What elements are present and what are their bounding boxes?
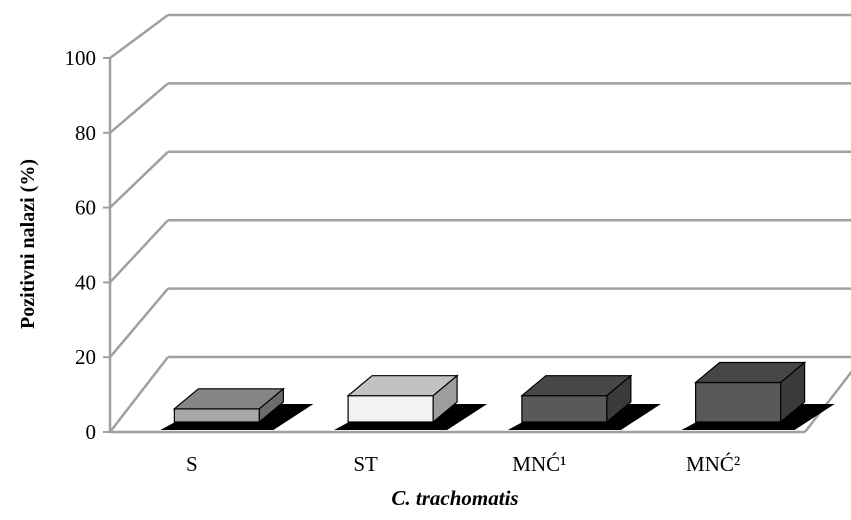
y-tick-label: 100: [65, 46, 97, 70]
axes: [103, 57, 851, 434]
gridlines: [109, 13, 851, 433]
gridline-side: [109, 82, 169, 134]
gridline-side: [109, 287, 169, 359]
y-axis-title: Pozitivni nalazi (%): [17, 159, 39, 329]
bar-front: [173, 408, 260, 423]
gridline-side: [109, 13, 169, 60]
gridline-side: [109, 150, 169, 209]
bar-side: [780, 361, 806, 424]
bar-side: [606, 374, 632, 424]
labels: 0 20 40 60 80 100 S ST MNĆ¹ MNĆ²: [65, 46, 741, 476]
y-tick-label: 60: [75, 196, 96, 220]
floor-right-edge: [804, 370, 851, 433]
y-tick-label: 0: [86, 420, 97, 444]
y-tick-label: 20: [75, 345, 96, 369]
x-tick-label: MNĆ²: [686, 452, 740, 476]
bar-front: [347, 395, 434, 423]
x-tick-label: MNĆ¹: [512, 452, 566, 476]
bar-side: [432, 374, 458, 424]
gridline-side: [109, 356, 169, 433]
bars: [160, 361, 835, 430]
gridline-side: [109, 219, 169, 284]
bar-front: [695, 381, 782, 423]
y-tick-label: 80: [75, 121, 96, 145]
x-tick-label: S: [186, 452, 198, 476]
y-tick-label: 40: [75, 270, 96, 294]
bar-side: [258, 387, 284, 424]
x-tick-label: ST: [353, 452, 378, 476]
x-axis-title: C. trachomatis: [391, 486, 518, 510]
bar-front: [521, 395, 608, 423]
